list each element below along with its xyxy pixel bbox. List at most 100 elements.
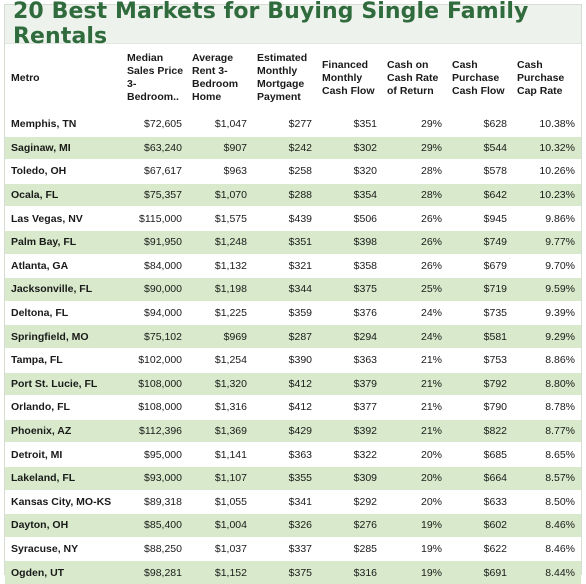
mortgage-payment-cell: $390 — [253, 347, 318, 373]
table-row: Ogden, UT $98,281 $1,152 $375 $316 19% $691 8.4… — [5, 560, 581, 584]
financed-cash-flow-cell: $285 — [318, 536, 383, 561]
cash-purchase-cash-flow-cell: $792 — [448, 371, 513, 396]
cash-purchase-cash-flow-cell: $749 — [448, 229, 513, 255]
metro-cell: Springfield, MO — [5, 324, 123, 349]
median-price-cell: $91,950 — [123, 229, 188, 255]
cash-on-cash-cell: 20% — [383, 442, 448, 467]
cash-purchase-cash-flow-cell: $581 — [448, 324, 513, 349]
report-panel: 20 Best Markets for Buying Single Family… — [4, 0, 582, 584]
median-price-cell: $108,000 — [123, 395, 188, 420]
cash-purchase-cash-flow-cell: $642 — [448, 182, 513, 207]
cash-on-cash-cell: 26% — [383, 206, 448, 231]
financed-cash-flow-cell: $392 — [318, 418, 383, 443]
cash-on-cash-cell: 20% — [383, 465, 448, 490]
median-price-cell: $63,240 — [123, 135, 188, 160]
metro-cell: Ocala, FL — [5, 182, 123, 207]
mortgage-payment-cell: $288 — [253, 182, 318, 207]
cap-rate-cell: 10.38% — [513, 112, 581, 137]
financed-cash-flow-cell: $320 — [318, 159, 383, 184]
cash-purchase-cash-flow-cell: $664 — [448, 465, 513, 490]
mortgage-payment-cell: $412 — [253, 371, 318, 396]
cash-purchase-cash-flow-cell: $628 — [448, 112, 513, 137]
table-row: Tampa, FL $102,000 $1,254 $390 $363 21% $753 8.… — [5, 347, 581, 373]
average-rent-cell: $1,107 — [188, 465, 253, 490]
cash-on-cash-cell: 21% — [383, 418, 448, 443]
cash-on-cash-cell: 24% — [383, 300, 448, 325]
table-row: Memphis, TN $72,605 $1,047 $277 $351 29% $628 1… — [5, 112, 581, 137]
cap-rate-cell: 8.86% — [513, 347, 581, 373]
average-rent-cell: $1,316 — [188, 395, 253, 420]
median-price-cell: $85,400 — [123, 513, 188, 538]
cap-rate-cell: 8.57% — [513, 465, 581, 490]
column-header-metro: Metro — [11, 71, 40, 84]
cash-purchase-cash-flow-cell: $544 — [448, 135, 513, 160]
cash-purchase-cash-flow-cell: $753 — [448, 347, 513, 373]
average-rent-cell: $1,254 — [188, 347, 253, 373]
markets-table: Metro Median Sales Price 3-Bedroom.. Ave… — [5, 44, 581, 584]
average-rent-cell: $963 — [188, 159, 253, 184]
metro-cell: Deltona, FL — [5, 300, 123, 325]
cash-on-cash-cell: 19% — [383, 560, 448, 584]
cash-on-cash-cell: 20% — [383, 489, 448, 514]
financed-cash-flow-cell: $302 — [318, 135, 383, 160]
cash-on-cash-cell: 19% — [383, 536, 448, 561]
average-rent-cell: $1,055 — [188, 489, 253, 514]
cash-on-cash-cell: 21% — [383, 395, 448, 420]
average-rent-cell: $1,037 — [188, 536, 253, 561]
column-header-cap-rate: Cash Purchase Cap Rate — [517, 58, 565, 97]
median-price-cell: $88,250 — [123, 536, 188, 561]
cash-purchase-cash-flow-cell: $622 — [448, 536, 513, 561]
cap-rate-cell: 9.77% — [513, 229, 581, 255]
column-header-average-rent: Average Rent 3-Bedroom Home — [192, 52, 239, 103]
mortgage-payment-cell: $439 — [253, 206, 318, 231]
cash-purchase-cash-flow-cell: $719 — [448, 277, 513, 302]
table-row: Ocala, FL $75,357 $1,070 $288 $354 28% $642 10.… — [5, 182, 581, 207]
median-price-cell: $108,000 — [123, 371, 188, 396]
mortgage-payment-cell: $375 — [253, 560, 318, 584]
mortgage-payment-cell: $351 — [253, 229, 318, 255]
average-rent-cell: $1,047 — [188, 112, 253, 137]
financed-cash-flow-cell: $292 — [318, 489, 383, 514]
cap-rate-cell: 9.70% — [513, 253, 581, 278]
metro-cell: Saginaw, MI — [5, 135, 123, 160]
cap-rate-cell: 9.59% — [513, 277, 581, 302]
financed-cash-flow-cell: $354 — [318, 182, 383, 207]
cash-on-cash-cell: 21% — [383, 347, 448, 373]
mortgage-payment-cell: $321 — [253, 253, 318, 278]
cash-purchase-cash-flow-cell: $578 — [448, 159, 513, 184]
financed-cash-flow-cell: $377 — [318, 395, 383, 420]
median-price-cell: $72,605 — [123, 112, 188, 137]
average-rent-cell: $1,132 — [188, 253, 253, 278]
metro-cell: Detroit, MI — [5, 442, 123, 467]
financed-cash-flow-cell: $375 — [318, 277, 383, 302]
cap-rate-cell: 10.32% — [513, 135, 581, 160]
average-rent-cell: $969 — [188, 324, 253, 349]
metro-cell: Tampa, FL — [5, 347, 123, 373]
financed-cash-flow-cell: $358 — [318, 253, 383, 278]
median-price-cell: $75,357 — [123, 182, 188, 207]
mortgage-payment-cell: $277 — [253, 112, 318, 137]
median-price-cell: $90,000 — [123, 277, 188, 302]
median-price-cell: $98,281 — [123, 560, 188, 584]
metro-cell: Kansas City, MO-KS — [5, 489, 123, 514]
cash-on-cash-cell: 26% — [383, 253, 448, 278]
mortgage-payment-cell: $287 — [253, 324, 318, 349]
metro-cell: Ogden, UT — [5, 560, 123, 584]
table-row: Springfield, MO $75,102 $969 $287 $294 24% $58… — [5, 324, 581, 349]
cash-purchase-cash-flow-cell: $822 — [448, 418, 513, 443]
median-price-cell: $112,396 — [123, 418, 188, 443]
table-row: Deltona, FL $94,000 $1,225 $359 $376 24% $735 9… — [5, 300, 581, 325]
median-price-cell: $89,318 — [123, 489, 188, 514]
mortgage-payment-cell: $363 — [253, 442, 318, 467]
cap-rate-cell: 8.80% — [513, 371, 581, 396]
median-price-cell: $102,000 — [123, 347, 188, 373]
cash-on-cash-cell: 19% — [383, 513, 448, 538]
cap-rate-cell: 8.46% — [513, 536, 581, 561]
cash-purchase-cash-flow-cell: $685 — [448, 442, 513, 467]
average-rent-cell: $1,369 — [188, 418, 253, 443]
average-rent-cell: $1,070 — [188, 182, 253, 207]
mortgage-payment-cell: $242 — [253, 135, 318, 160]
financed-cash-flow-cell: $398 — [318, 229, 383, 255]
metro-cell: Las Vegas, NV — [5, 206, 123, 231]
metro-cell: Syracuse, NY — [5, 536, 123, 561]
